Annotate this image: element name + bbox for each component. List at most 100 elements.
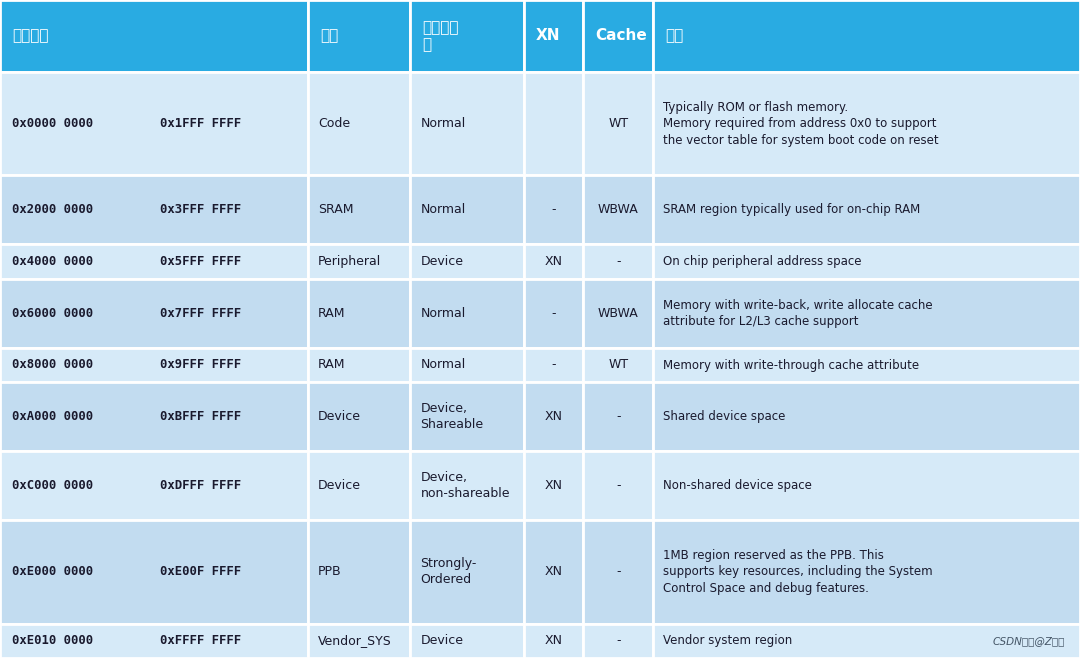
Text: XN: XN bbox=[544, 255, 563, 268]
Text: Code: Code bbox=[318, 117, 350, 130]
Text: 0xDFFF FFFF: 0xDFFF FFFF bbox=[160, 479, 241, 492]
Bar bbox=[0, 72, 308, 176]
Bar bbox=[583, 624, 653, 658]
Text: WBWA: WBWA bbox=[598, 203, 638, 216]
Bar bbox=[0, 176, 308, 244]
Text: 0x7FFF FFFF: 0x7FFF FFFF bbox=[160, 307, 241, 320]
Bar bbox=[583, 451, 653, 520]
Text: XN: XN bbox=[544, 565, 563, 578]
Text: 描述: 描述 bbox=[665, 28, 684, 43]
Text: -: - bbox=[551, 203, 556, 216]
Bar bbox=[410, 279, 524, 348]
Text: 0x0000 0000: 0x0000 0000 bbox=[12, 117, 93, 130]
Text: 0x2000 0000: 0x2000 0000 bbox=[12, 203, 93, 216]
Bar bbox=[410, 72, 524, 176]
Bar bbox=[583, 176, 653, 244]
Bar bbox=[410, 520, 524, 624]
Text: 0x3FFF FFFF: 0x3FFF FFFF bbox=[160, 203, 241, 216]
Text: Typically ROM or flash memory.
Memory required from address 0x0 to support
the v: Typically ROM or flash memory. Memory re… bbox=[663, 101, 939, 147]
Bar bbox=[524, 176, 583, 244]
Bar bbox=[583, 279, 653, 348]
Bar bbox=[308, 0, 410, 72]
Text: Normal: Normal bbox=[420, 359, 465, 372]
Text: Vendor_SYS: Vendor_SYS bbox=[318, 634, 392, 647]
Bar bbox=[653, 176, 1080, 244]
Text: -: - bbox=[551, 307, 556, 320]
Text: XN: XN bbox=[536, 28, 561, 43]
Text: Peripheral: Peripheral bbox=[318, 255, 381, 268]
Bar bbox=[524, 520, 583, 624]
Text: Device: Device bbox=[318, 410, 361, 423]
Bar bbox=[524, 624, 583, 658]
Bar bbox=[410, 0, 524, 72]
Bar bbox=[653, 244, 1080, 279]
Text: PPB: PPB bbox=[318, 565, 341, 578]
Text: Cache: Cache bbox=[595, 28, 647, 43]
Bar bbox=[0, 624, 308, 658]
Bar bbox=[524, 72, 583, 176]
Text: XN: XN bbox=[544, 634, 563, 647]
Text: XN: XN bbox=[544, 410, 563, 423]
Bar bbox=[308, 382, 410, 451]
Text: -: - bbox=[616, 410, 621, 423]
Text: -: - bbox=[616, 255, 621, 268]
Text: SRAM region typically used for on-chip RAM: SRAM region typically used for on-chip R… bbox=[663, 203, 920, 216]
Text: Vendor system region: Vendor system region bbox=[663, 634, 793, 647]
Bar bbox=[410, 624, 524, 658]
Text: Normal: Normal bbox=[420, 307, 465, 320]
Bar bbox=[308, 72, 410, 176]
Bar bbox=[583, 244, 653, 279]
Text: Normal: Normal bbox=[420, 117, 465, 130]
Bar bbox=[524, 451, 583, 520]
Bar bbox=[410, 348, 524, 382]
Text: 存储器类
型: 存储器类 型 bbox=[422, 20, 459, 52]
Bar bbox=[653, 520, 1080, 624]
Text: 地址范围: 地址范围 bbox=[12, 28, 49, 43]
Bar bbox=[653, 0, 1080, 72]
Text: 0x4000 0000: 0x4000 0000 bbox=[12, 255, 93, 268]
Text: 0x9FFF FFFF: 0x9FFF FFFF bbox=[160, 359, 241, 372]
Bar bbox=[653, 382, 1080, 451]
Text: 0x6000 0000: 0x6000 0000 bbox=[12, 307, 93, 320]
Bar bbox=[653, 279, 1080, 348]
Text: 0x8000 0000: 0x8000 0000 bbox=[12, 359, 93, 372]
Text: RAM: RAM bbox=[318, 307, 346, 320]
Text: On chip peripheral address space: On chip peripheral address space bbox=[663, 255, 862, 268]
Bar bbox=[308, 176, 410, 244]
Text: CSDN博客@Z小旋: CSDN博客@Z小旋 bbox=[993, 636, 1065, 646]
Text: 0xFFFF FFFF: 0xFFFF FFFF bbox=[160, 634, 241, 647]
Text: RAM: RAM bbox=[318, 359, 346, 372]
Bar bbox=[308, 244, 410, 279]
Bar bbox=[653, 72, 1080, 176]
Bar bbox=[653, 624, 1080, 658]
Text: Strongly-
Ordered: Strongly- Ordered bbox=[420, 557, 476, 586]
Text: 1MB region reserved as the PPB. This
supports key resources, including the Syste: 1MB region reserved as the PPB. This sup… bbox=[663, 549, 933, 595]
Text: 0xE000 0000: 0xE000 0000 bbox=[12, 565, 93, 578]
Text: Memory with write-back, write allocate cache
attribute for L2/L3 cache support: Memory with write-back, write allocate c… bbox=[663, 299, 933, 328]
Bar bbox=[0, 244, 308, 279]
Bar bbox=[308, 279, 410, 348]
Bar bbox=[0, 348, 308, 382]
Bar bbox=[524, 382, 583, 451]
Text: SRAM: SRAM bbox=[318, 203, 353, 216]
Text: Non-shared device space: Non-shared device space bbox=[663, 479, 812, 492]
Text: Device: Device bbox=[318, 479, 361, 492]
Text: 0xE00F FFFF: 0xE00F FFFF bbox=[160, 565, 241, 578]
Text: 0x5FFF FFFF: 0x5FFF FFFF bbox=[160, 255, 241, 268]
Text: 0xA000 0000: 0xA000 0000 bbox=[12, 410, 93, 423]
Bar bbox=[583, 520, 653, 624]
Bar bbox=[653, 348, 1080, 382]
Text: Device: Device bbox=[420, 255, 463, 268]
Text: WBWA: WBWA bbox=[598, 307, 638, 320]
Bar bbox=[410, 244, 524, 279]
Text: Device,
non-shareable: Device, non-shareable bbox=[420, 471, 510, 500]
Text: -: - bbox=[616, 634, 621, 647]
Text: WT: WT bbox=[608, 117, 629, 130]
Bar bbox=[524, 348, 583, 382]
Bar bbox=[308, 520, 410, 624]
Text: Device: Device bbox=[420, 634, 463, 647]
Bar bbox=[524, 244, 583, 279]
Bar bbox=[410, 451, 524, 520]
Text: WT: WT bbox=[608, 359, 629, 372]
Bar bbox=[583, 382, 653, 451]
